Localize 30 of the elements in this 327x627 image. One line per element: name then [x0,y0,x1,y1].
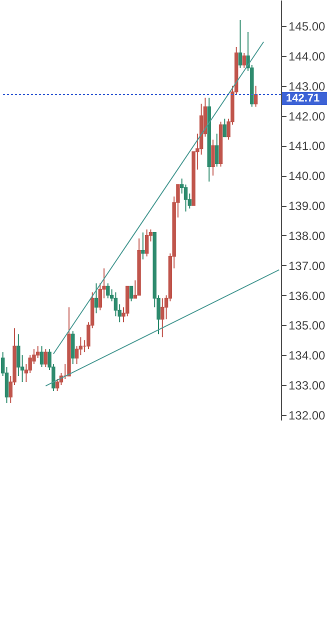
y-tick-label: 140.00 [288,169,326,184]
y-tick-label: 143.00 [288,79,326,94]
y-tick-label: 136.00 [288,288,326,303]
candlestick [222,118,227,138]
candlestick [40,346,44,368]
candlestick [238,20,242,68]
y-tick-label: 142.00 [288,109,326,124]
y-tick-label: 132.00 [288,408,326,422]
y-tick-label: 135.00 [288,318,326,333]
candlestick [215,133,219,168]
candlestick [242,52,246,68]
candlestick [129,286,134,302]
candlestick [106,282,110,299]
candlestick [254,85,258,108]
candlestick [144,228,149,257]
candlestick [44,348,48,368]
candlestick [94,282,98,314]
ref-line-label: 142.71 [286,92,320,105]
y-tick-label: 138.00 [288,228,326,243]
y-tick-label: 133.00 [288,378,326,392]
y-tick-label: 134.00 [288,348,326,363]
y-tick-label: 145.00 [288,20,326,34]
y-tick-label: 137.00 [288,258,326,273]
y-tick-label: 139.00 [288,199,326,214]
candlestick [141,232,145,260]
y-tick-label: 141.00 [288,139,326,154]
candlestick [160,298,164,338]
candlestick [211,139,215,176]
candlestick [71,330,75,365]
y-tick-label: 144.00 [288,49,326,64]
